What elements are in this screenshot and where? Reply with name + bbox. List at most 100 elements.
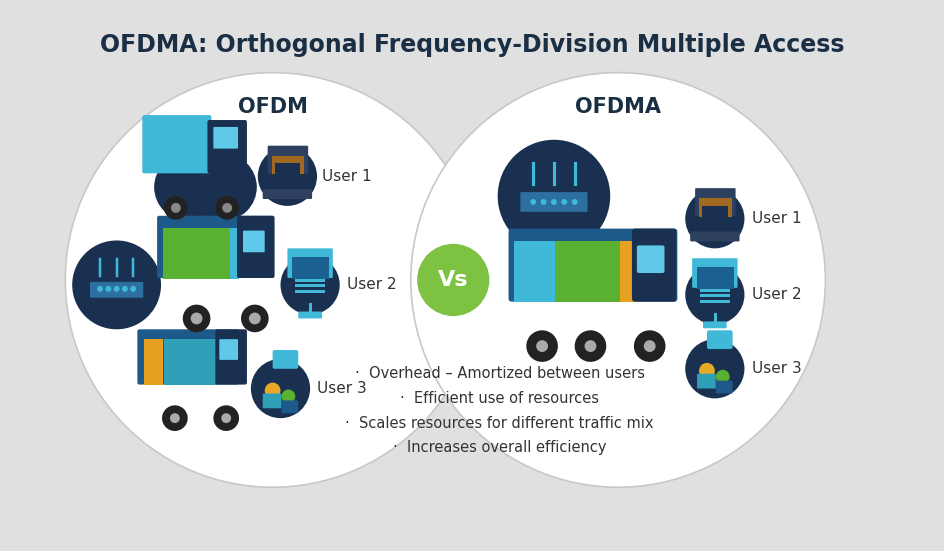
Circle shape [561, 199, 566, 205]
FancyBboxPatch shape [137, 329, 239, 385]
FancyBboxPatch shape [164, 339, 218, 385]
Circle shape [526, 330, 557, 362]
Circle shape [571, 199, 577, 205]
Circle shape [72, 240, 160, 329]
Circle shape [550, 199, 556, 205]
FancyBboxPatch shape [295, 290, 325, 293]
Text: User 2: User 2 [751, 287, 801, 302]
FancyBboxPatch shape [144, 339, 163, 385]
FancyBboxPatch shape [619, 241, 634, 301]
FancyBboxPatch shape [275, 164, 300, 176]
FancyBboxPatch shape [700, 289, 729, 292]
Circle shape [248, 312, 261, 325]
FancyBboxPatch shape [143, 115, 211, 174]
FancyBboxPatch shape [271, 155, 304, 174]
Circle shape [264, 382, 280, 398]
FancyBboxPatch shape [520, 192, 587, 212]
FancyBboxPatch shape [213, 127, 238, 149]
Circle shape [540, 199, 546, 205]
Circle shape [182, 305, 211, 332]
FancyBboxPatch shape [701, 206, 727, 219]
Circle shape [154, 154, 221, 221]
FancyBboxPatch shape [706, 330, 732, 349]
FancyBboxPatch shape [262, 393, 281, 408]
Circle shape [130, 286, 136, 292]
FancyBboxPatch shape [281, 401, 298, 413]
Circle shape [221, 413, 231, 423]
Circle shape [633, 330, 665, 362]
Circle shape [164, 196, 188, 220]
Circle shape [684, 189, 744, 249]
FancyBboxPatch shape [157, 216, 274, 278]
FancyBboxPatch shape [90, 282, 143, 298]
Circle shape [497, 140, 610, 252]
FancyBboxPatch shape [715, 381, 732, 393]
Circle shape [684, 339, 744, 398]
Circle shape [574, 330, 606, 362]
FancyBboxPatch shape [287, 249, 332, 278]
FancyBboxPatch shape [219, 339, 238, 360]
Circle shape [191, 312, 202, 325]
Circle shape [222, 203, 232, 213]
Circle shape [215, 196, 239, 220]
Circle shape [190, 154, 257, 221]
Circle shape [161, 406, 188, 431]
Text: OFDMA: Orthogonal Frequency-Division Multiple Access: OFDMA: Orthogonal Frequency-Division Mul… [100, 33, 844, 57]
FancyBboxPatch shape [237, 216, 275, 278]
Circle shape [122, 286, 127, 292]
FancyBboxPatch shape [700, 300, 729, 302]
FancyBboxPatch shape [208, 120, 246, 174]
FancyBboxPatch shape [632, 229, 676, 301]
FancyBboxPatch shape [700, 294, 729, 297]
FancyBboxPatch shape [689, 231, 739, 241]
FancyBboxPatch shape [267, 145, 308, 174]
FancyBboxPatch shape [691, 258, 736, 288]
Text: Vs: Vs [437, 270, 468, 290]
Text: User 3: User 3 [316, 381, 366, 396]
Text: User 2: User 2 [346, 277, 396, 293]
Circle shape [241, 305, 268, 332]
FancyBboxPatch shape [272, 350, 298, 369]
Text: User 1: User 1 [751, 211, 801, 226]
Text: User 1: User 1 [322, 169, 371, 184]
FancyBboxPatch shape [699, 198, 731, 217]
FancyBboxPatch shape [636, 245, 664, 273]
Circle shape [258, 147, 316, 206]
FancyBboxPatch shape [298, 311, 322, 318]
Circle shape [280, 255, 339, 315]
Text: ·  Scales resources for different traffic mix: · Scales resources for different traffic… [345, 415, 653, 430]
FancyBboxPatch shape [295, 284, 325, 287]
Circle shape [715, 370, 729, 383]
Circle shape [106, 286, 111, 292]
FancyBboxPatch shape [554, 241, 619, 301]
Circle shape [250, 359, 310, 418]
FancyBboxPatch shape [697, 267, 733, 289]
FancyBboxPatch shape [697, 374, 715, 388]
FancyBboxPatch shape [514, 241, 554, 301]
FancyBboxPatch shape [292, 257, 329, 279]
Text: OFDMA: OFDMA [575, 97, 661, 117]
Circle shape [415, 242, 490, 317]
FancyBboxPatch shape [702, 321, 726, 328]
Text: User 3: User 3 [751, 361, 801, 376]
Circle shape [281, 390, 295, 403]
Circle shape [170, 413, 179, 423]
Circle shape [213, 406, 239, 431]
Text: ·  Efficient use of resources: · Efficient use of resources [399, 391, 598, 406]
Circle shape [65, 73, 480, 487]
FancyBboxPatch shape [262, 189, 312, 199]
FancyBboxPatch shape [695, 188, 734, 216]
FancyBboxPatch shape [215, 329, 246, 385]
Circle shape [530, 199, 535, 205]
Text: ·  Increases overall efficiency: · Increases overall efficiency [393, 440, 606, 455]
Circle shape [684, 265, 744, 325]
Circle shape [171, 203, 180, 213]
Circle shape [535, 340, 548, 352]
Circle shape [699, 363, 714, 379]
Circle shape [97, 286, 103, 292]
Text: OFDM: OFDM [237, 97, 307, 117]
FancyBboxPatch shape [230, 228, 239, 279]
FancyBboxPatch shape [295, 279, 325, 282]
Circle shape [643, 340, 655, 352]
FancyBboxPatch shape [163, 228, 231, 279]
